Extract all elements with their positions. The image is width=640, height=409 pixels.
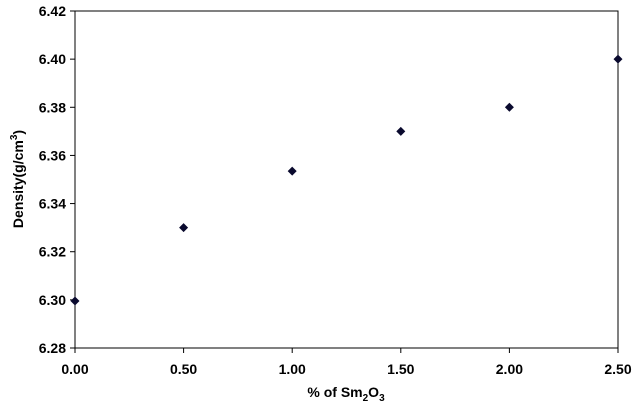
x-tick-label: 0.50 [170,361,197,377]
y-axis-title: Density(g/cm3) [9,130,26,228]
x-axis-title: % of Sm2O3 [307,384,385,404]
data-point [613,54,623,64]
x-tick-label: 1.00 [279,361,306,377]
data-point [504,102,514,112]
y-tick-label: 6.32 [39,244,66,260]
x-tick-label: 2.50 [604,361,631,377]
x-tick-label: 2.00 [496,361,523,377]
x-tick-label: 0.00 [61,361,88,377]
data-point [287,166,297,176]
y-axis: 6.28 6.30 6.32 6.34 6.36 6.38 6.40 6.42 [39,3,75,356]
y-tick-label: 6.38 [39,99,66,115]
data-point [179,223,189,233]
data-point [70,296,80,306]
y-tick-label: 6.28 [39,340,66,356]
x-axis: 0.00 0.50 1.00 1.50 2.00 2.50 [61,348,632,377]
y-tick-label: 6.36 [39,147,66,163]
data-points [70,54,623,306]
plot-frame [74,10,619,349]
data-point [396,126,406,136]
x-tick-label: 1.50 [387,361,414,377]
y-tick-label: 6.40 [39,51,66,67]
y-tick-label: 6.34 [39,196,66,212]
y-tick-label: 6.42 [39,3,66,19]
y-tick-label: 6.30 [39,292,66,308]
